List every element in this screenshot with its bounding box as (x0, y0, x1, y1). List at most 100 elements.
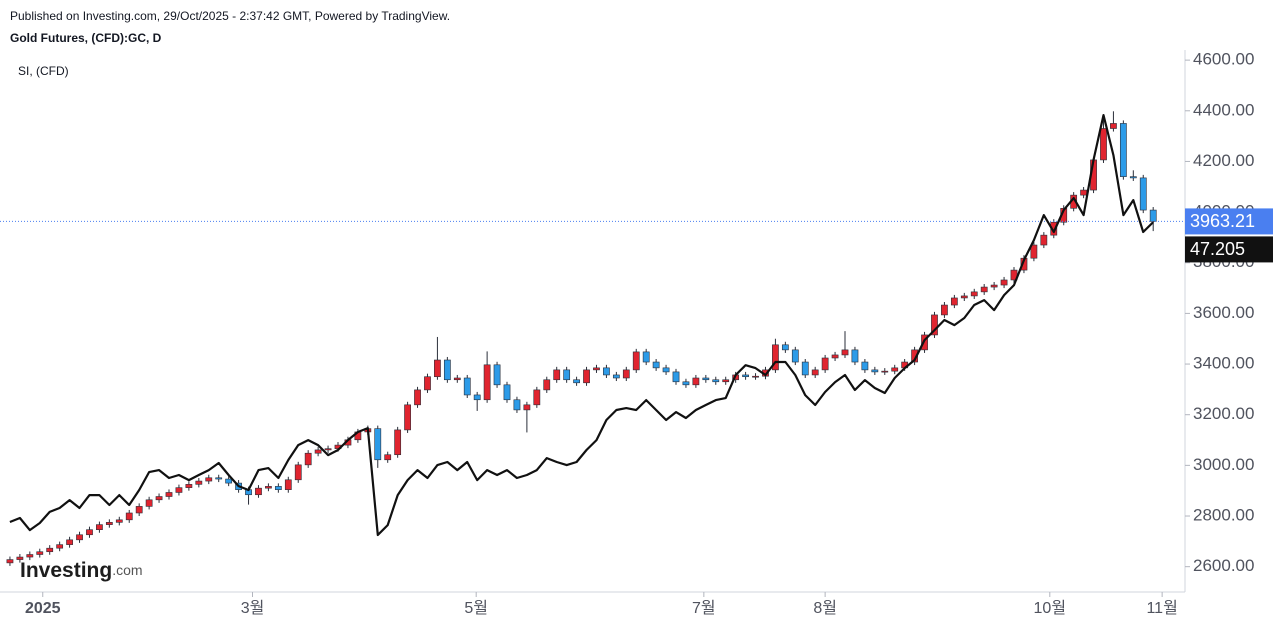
candle-body (1149, 209, 1157, 222)
candle-body (563, 369, 571, 381)
candle-body (1139, 177, 1147, 211)
candle-body (493, 364, 501, 386)
candle-body (712, 379, 720, 383)
last-price-label-box (1185, 208, 1273, 235)
candle-body (165, 492, 173, 497)
candle-body (831, 354, 839, 359)
candle-body (941, 304, 948, 316)
candle-body (56, 544, 64, 549)
candle-body (722, 379, 730, 383)
candle-body (1110, 123, 1117, 129)
x-tick-label: 2025 (25, 600, 61, 617)
candle-body (583, 369, 590, 384)
y-tick-label: 2600.00 (1193, 556, 1254, 575)
candle-body (772, 344, 779, 371)
x-tick-label: 10월 (1034, 599, 1067, 617)
candle-body (76, 534, 83, 541)
candle-body (692, 377, 700, 386)
candle-body (205, 477, 213, 482)
candle-body (324, 448, 332, 451)
publish-note: Published on Investing.com, 29/Oct/2025 … (10, 9, 450, 23)
candle-body (135, 506, 143, 514)
candle-body (881, 370, 889, 373)
candle-body (781, 344, 789, 351)
candle-body (414, 389, 421, 406)
logo-suffix: .com (112, 562, 142, 578)
y-tick-label: 4200.00 (1193, 151, 1254, 170)
y-tick-label: 3000.00 (1193, 455, 1254, 474)
candle-body (662, 367, 670, 373)
candle-body (990, 284, 998, 288)
logo: Investing.com (20, 559, 143, 582)
candle-body (6, 559, 14, 564)
candle-body (255, 487, 262, 496)
x-tick-label: 8월 (813, 599, 837, 617)
candle-body (702, 377, 710, 381)
candle-body (632, 351, 640, 371)
candle-body (791, 349, 799, 363)
candle-body (593, 367, 600, 371)
candle-body (742, 374, 749, 378)
candle-body (931, 314, 938, 336)
legend-main: Gold Futures, (CFD):GC, D (10, 31, 162, 45)
candle-body (125, 512, 133, 521)
candle-body (274, 486, 282, 490)
candle-body (1119, 123, 1127, 177)
candle-body (861, 361, 869, 371)
candle-body (96, 524, 103, 530)
candle-body (672, 371, 680, 383)
candle-body (1080, 189, 1087, 196)
candle-body (46, 547, 54, 553)
y-tick-label: 3600.00 (1193, 303, 1254, 322)
candle-body (533, 389, 541, 406)
candle-body (642, 351, 650, 363)
candle-body (523, 404, 531, 411)
candle-body (394, 429, 402, 456)
candle-body (473, 394, 481, 401)
candle-body (185, 484, 193, 488)
x-tick-label: 3월 (241, 599, 265, 617)
candle-body (503, 384, 511, 401)
x-tick-label: 5월 (464, 599, 488, 617)
candle-body (443, 359, 451, 381)
y-tick-label: 4600.00 (1193, 50, 1254, 69)
candle-body (86, 529, 93, 536)
candle-body (871, 369, 879, 373)
candle-body (284, 479, 292, 490)
candle-body (314, 449, 322, 454)
candle-body (434, 359, 441, 378)
candle-body (513, 399, 521, 411)
candle-body (980, 286, 988, 293)
candle-body (652, 361, 660, 369)
plot (0, 111, 1185, 566)
y-tick-label: 3200.00 (1193, 404, 1254, 423)
candle-body (265, 486, 272, 489)
candle-body (215, 477, 223, 480)
candle-body (1000, 279, 1008, 286)
candle-body (424, 376, 431, 391)
candle-body (16, 556, 24, 560)
candle-body (294, 464, 302, 481)
last-value-label-box (1185, 236, 1273, 263)
candle-body (105, 522, 113, 525)
candle-body (66, 539, 73, 545)
candle-body (404, 404, 411, 431)
candle-body (851, 349, 859, 363)
candle-body (573, 379, 580, 384)
candle-body (145, 499, 153, 507)
overlay-line (9, 114, 1154, 537)
candle-body (543, 379, 551, 391)
candle-body (1129, 176, 1137, 179)
x-tick-label: 7월 (692, 599, 716, 617)
y-tick-label: 3400.00 (1193, 354, 1254, 373)
y-tick-label: 2800.00 (1193, 506, 1254, 525)
candle-body (115, 519, 123, 523)
candle-body (304, 452, 312, 466)
candle-body (374, 428, 382, 461)
candle-body (612, 374, 620, 379)
candle-body (1100, 128, 1107, 161)
candle-body (483, 364, 491, 401)
candle-body (841, 349, 849, 356)
candle-body (453, 377, 461, 381)
axes: 2600.00 2800.00 3000.00 3200.00 3400.00 3600.… (25, 50, 1273, 617)
